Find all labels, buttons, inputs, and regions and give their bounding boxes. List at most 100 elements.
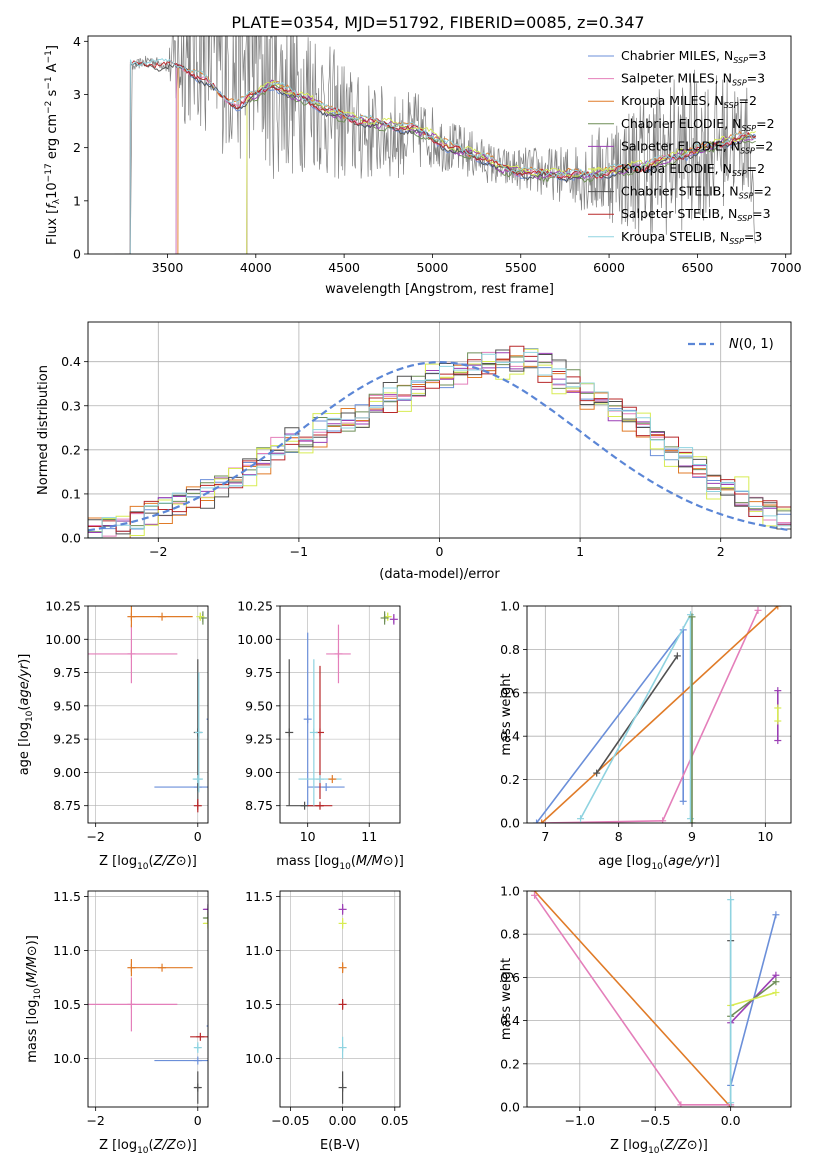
y-tick-label: 10.25 [45,599,81,614]
data-point [193,1071,202,1104]
x-axis-label: Z [log10(Z/Z⊙)] [99,854,197,872]
x-tick-label: −2 [86,829,104,844]
legend-entry: Chabrier MILES, NSSP=3 [621,48,766,65]
y-tick-label: 9.25 [245,732,273,747]
y-tick-label: 1 [73,193,81,208]
y-tick-label: 10.00 [237,632,273,647]
ebv-vs-mass-marks [338,903,347,1104]
histogram-kroupa_stelib [88,351,791,538]
y-axis-label: mass [log10(M/M⊙)] [25,935,43,1063]
y-tick-label: 10.0 [53,1051,81,1066]
x-axis-label: age [log10(age/yr)] [598,854,720,872]
x-tick-label: −2 [86,1113,104,1128]
data-point [196,612,205,621]
y-tick-label: 0.3 [61,398,81,413]
data-point [309,659,318,806]
mass-vs-age-marks [285,611,398,810]
data-point [338,903,347,915]
data-point [190,1032,208,1041]
data-point [328,775,337,784]
y-tick-label: 10.0 [245,1051,273,1066]
y-tick-label: 0.0 [61,531,81,546]
series-line-chabrier_miles [535,627,685,823]
x-tick-label: −0.05 [271,1113,309,1128]
z-vs-mass-panel: −2 0 10.0 10.5 11.0 11.5 Z [log10(Z/Z⊙)] mass [… [25,889,209,1156]
axes-frame [87,35,792,255]
legend-entry: Salpeter MILES, NSSP=3 [621,71,765,88]
x-tick-label: 2 [717,544,725,559]
legend-entry: Chabrier STELIB, NSSP=2 [621,184,772,201]
z-vs-age-marks [88,606,208,813]
y-tick-label: 11.0 [245,943,273,958]
y-tick-label: 1.0 [500,599,520,614]
y-tick-label: 3 [73,87,81,102]
x-tick-label: 8 [615,829,623,844]
y-axis-label: age [log10(age/yr)] [17,654,35,776]
data-point [338,962,347,974]
y-tick-label: 9.25 [53,732,81,747]
y-tick-label: 8.75 [245,798,273,813]
y-tick-label: 0 [73,247,81,262]
age-vs-weight-marks [533,606,782,823]
axes-frame [279,890,401,1108]
data-point [202,918,208,929]
x-tick-label: 7 [541,829,549,844]
data-point [202,903,208,915]
model-spectrum-chabrier_elodie [246,84,756,254]
y-tick-label: 0.4 [500,729,520,744]
y-tick-label: 0.2 [500,1056,520,1071]
ebv-vs-mass-panel: −0.05 0.00 0.05 10.0 10.5 11.0 11.5 E(B-V) [245,889,409,1153]
y-tick-label: 0.8 [500,927,520,942]
x-axis-label: Z [log10(Z/Z⊙)] [99,1138,197,1156]
x-tick-label: −1.0 [565,1113,595,1128]
x-tick-label: 4000 [240,260,272,275]
figure-title: PLATE=0354, MJD=51792, FIBERID=0085, z=0… [231,13,644,32]
data-point [338,1036,347,1059]
data-point [202,912,208,924]
x-tick-label: 7000 [770,260,802,275]
data-point [193,799,202,813]
axes-frame [87,605,209,824]
axes-frame [526,890,792,1108]
x-axis-label: (data-model)/error [379,567,500,582]
y-tick-label: 9.75 [53,665,81,680]
series-line-salpeter_miles [541,609,759,823]
legend-entry: Kroupa MILES, NSSP=2 [621,93,757,110]
data-point [154,1056,208,1065]
y-tick-label: 9.50 [245,698,273,713]
y-tick-label: 1.0 [500,884,520,899]
x-tick-label: 10 [300,829,316,844]
data-point [338,1071,347,1104]
legend-entry: Chabrier ELODIE, NSSP=2 [621,116,775,133]
x-tick-label: 10 [757,829,773,844]
axes-frame [526,605,792,824]
data-point [193,1042,202,1053]
normal-curve [88,360,791,532]
y-tick-label: 11.0 [53,943,81,958]
y-tick-label: 2 [73,140,81,155]
series-line-kroupa_stelib [579,614,692,820]
y-tick-label: 10.5 [245,997,273,1012]
axes-frame [279,605,401,824]
y-axis-label: Flux [fλ10−17 erg cm−2 s−1 A−1] [44,45,62,245]
data-point [131,612,193,621]
x-tick-label: 9 [688,829,696,844]
x-tick-label: 0 [194,829,202,844]
y-tick-label: 4 [73,34,81,49]
z-vs-weight-panel: −1.0 −0.5 0.0 0.0 0.2 0.4 0.6 0.8 1.0 Z [log10(Z/… [499,884,792,1156]
data-point [192,775,203,784]
y-tick-label: 8.75 [53,798,81,813]
x-tick-label: 0 [194,1113,202,1128]
z-vs-age-panel: −2 0 8.75 9.00 9.25 9.50 9.75 10.00 10.25 Z [log1… [17,599,209,872]
series-line-kroupa_miles [541,606,779,823]
legend-entry: Kroupa STELIB, NSSP=3 [621,229,762,246]
series-line-kroupa_elodie [730,991,777,1007]
y-tick-label: 10.25 [237,599,273,614]
y-tick-label: 0.4 [61,354,81,369]
data-point [303,632,312,806]
x-tick-label: 11 [361,829,377,844]
y-tick-label: 11.5 [245,889,273,904]
legend-entry: Salpeter ELODIE, NSSP=2 [621,138,773,155]
data-point [88,624,178,684]
y-tick-label: 0.8 [500,642,520,657]
